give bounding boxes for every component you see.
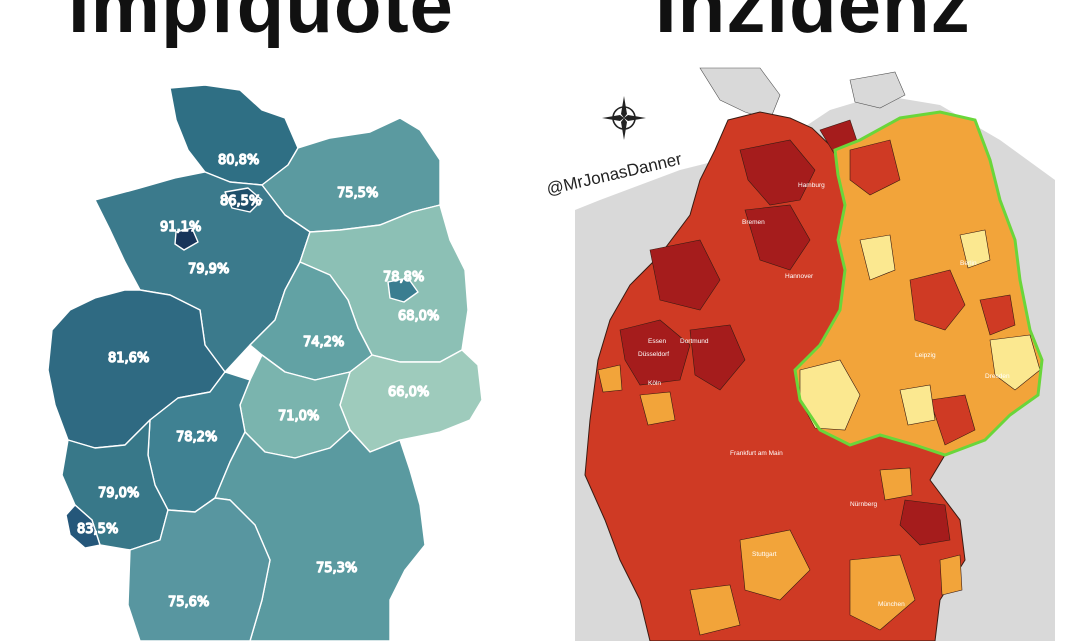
city-hannover: Hannover — [785, 273, 814, 280]
title-inzidenz: Inzidenz — [655, 0, 971, 49]
city-berlin: Berlin — [960, 260, 977, 267]
city-muenchen: München — [878, 601, 905, 608]
label-rheinland-pfalz: 79,0% — [98, 486, 139, 501]
title-impfquote: Impfquote — [68, 0, 454, 49]
state-saarland — [65, 504, 101, 549]
vaccination-map: 80,8% 86,5% 91,1% 75,5% 79,9% 78,8% 68,0… — [47, 84, 483, 641]
state-bremen — [174, 227, 199, 251]
label-sachsen-anhalt: 74,2% — [303, 335, 344, 350]
city-stuttgart: Stuttgart — [752, 551, 777, 558]
label-hessen: 78,2% — [176, 430, 217, 445]
label-baden-wuerttemberg: 75,6% — [168, 595, 209, 610]
state-schleswig-holstein — [169, 84, 299, 186]
state-sachsen — [339, 349, 483, 453]
label-saarland: 83,5% — [77, 522, 118, 537]
east-red-districts — [849, 139, 1016, 446]
label-niedersachsen: 79,9% — [188, 262, 229, 277]
label-sachsen: 66,0% — [388, 385, 429, 400]
city-essen: Essen — [648, 338, 666, 345]
city-labels: Hamburg Bremen Hannover Berlin Essen Dor… — [638, 182, 1010, 608]
city-dortmund: Dortmund — [680, 338, 709, 345]
label-berlin: 78,8% — [383, 270, 424, 285]
city-dresden: Dresden — [985, 373, 1010, 380]
city-frankfurt: Frankfurt am Main — [730, 450, 783, 457]
city-duesseldorf: Düsseldorf — [638, 351, 669, 358]
state-baden-wuerttemberg — [127, 497, 271, 641]
yellow-districts — [799, 229, 1041, 431]
state-hamburg — [224, 187, 263, 213]
label-brandenburg: 68,0% — [398, 309, 439, 324]
incidence-map: Hamburg Bremen Hannover Berlin Essen Dor… — [545, 67, 1055, 641]
orange-districts — [597, 364, 963, 636]
city-nuernberg: Nürnberg — [850, 501, 877, 508]
label-hamburg: 86,5% — [220, 194, 261, 209]
label-bremen: 91,1% — [160, 220, 201, 235]
label-thueringen: 71,0% — [278, 409, 319, 424]
state-berlin — [387, 277, 419, 303]
city-hamburg: Hamburg — [798, 182, 825, 189]
city-koeln: Köln — [648, 380, 661, 387]
label-bayern: 75,3% — [316, 561, 357, 576]
island-shape — [849, 71, 906, 109]
compass-icon — [602, 96, 646, 140]
label-schleswig-holstein: 80,8% — [218, 153, 259, 168]
label-mecklenburg-vorpommern: 75,5% — [337, 186, 378, 201]
label-nordrhein-westfalen: 81,6% — [108, 351, 149, 366]
city-leipzig: Leipzig — [915, 352, 936, 359]
dark-red-districts — [619, 119, 951, 546]
sea-area — [575, 68, 1055, 210]
east-germany-border — [793, 110, 1044, 457]
city-bremen: Bremen — [742, 219, 765, 226]
